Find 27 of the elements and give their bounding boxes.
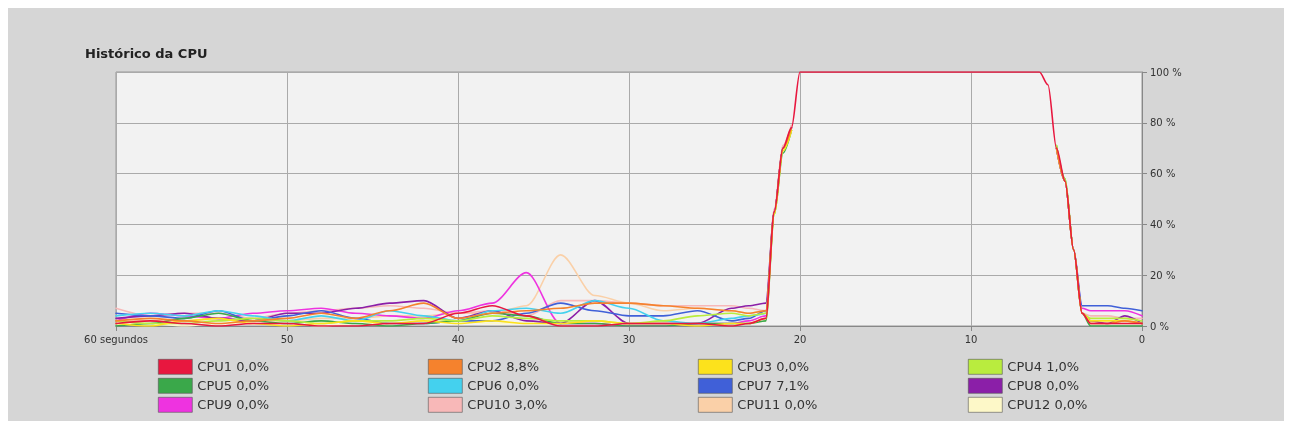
y-tick-label: 20 % [1150,269,1176,281]
y-tick-label: 40 % [1150,218,1176,230]
y-tick-label: 100 % [1150,66,1182,78]
legend-label: CPU4 1,0% [1007,359,1080,375]
legend-label: CPU9 0,0% [197,397,270,413]
x-tick-label: 60 segundos [84,333,148,345]
y-tick-label: 60 % [1150,168,1176,180]
x-tick-label: 20 [793,333,807,345]
x-tick-label: 0 [1138,333,1146,345]
legend-label: CPU7 7,1% [737,378,810,394]
x-tick-label: 50 [280,333,294,345]
legend-label: CPU5 0,0% [197,378,270,394]
legend-label: CPU3 0,0% [737,359,810,375]
line-series [115,299,767,325]
x-tick-label: 10 [964,333,978,345]
x-tick-label: 40 [451,333,465,345]
y-tick-label: 0 % [1150,320,1170,332]
chart-title: Histórico da CPU [85,46,208,61]
legend-label: CPU8 0,0% [1007,378,1080,394]
y-tick-label: 80 % [1150,117,1176,129]
x-tick-label: 30 [622,333,636,345]
legend-label: CPU6 0,0% [467,378,540,394]
legend-label: CPU12 0,0% [1007,397,1088,413]
legend-label: CPU10 3,0% [467,397,548,413]
legend-label: CPU1 0,0% [197,359,270,375]
legend-label: CPU2 8,8% [467,359,540,375]
legend-label: CPU11 0,0% [737,397,818,413]
